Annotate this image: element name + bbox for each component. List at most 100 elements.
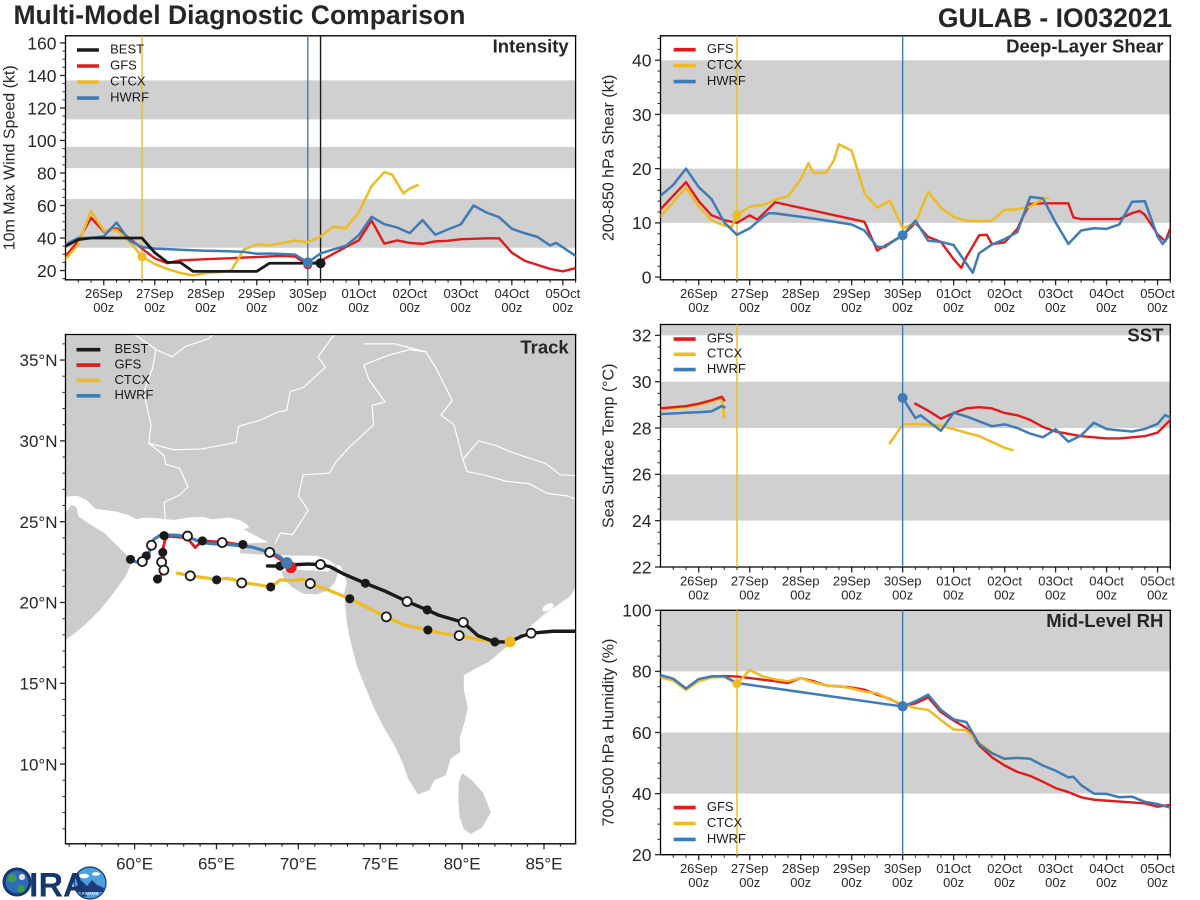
svg-text:00z: 00z — [841, 875, 862, 890]
svg-text:BEST: BEST — [115, 341, 149, 356]
svg-text:30Sep: 30Sep — [884, 286, 922, 301]
svg-text:HWRF: HWRF — [707, 361, 746, 376]
svg-text:GFS: GFS — [707, 799, 734, 814]
svg-text:65°E: 65°E — [198, 855, 235, 874]
svg-text:GFS: GFS — [707, 330, 734, 345]
svg-text:26: 26 — [632, 465, 651, 485]
svg-text:140: 140 — [27, 66, 56, 86]
svg-text:BEST: BEST — [110, 41, 144, 56]
svg-text:28: 28 — [632, 418, 651, 438]
svg-text:0: 0 — [642, 267, 652, 287]
svg-text:Multi-Model Diagnostic Compari: Multi-Model Diagnostic Comparison — [13, 0, 465, 30]
svg-text:00z: 00z — [688, 300, 709, 315]
svg-text:HWRF: HWRF — [707, 73, 746, 88]
svg-text:00z: 00z — [688, 875, 709, 890]
svg-text:05Oct: 05Oct — [1140, 573, 1175, 588]
svg-text:85°E: 85°E — [525, 855, 562, 874]
svg-text:03Oct: 03Oct — [443, 286, 478, 301]
svg-text:15°N: 15°N — [20, 674, 58, 693]
svg-text:01Oct: 01Oct — [936, 573, 971, 588]
svg-text:00z: 00z — [892, 587, 913, 602]
svg-text:RAMMB: RAMMB — [82, 891, 99, 896]
svg-text:04Oct: 04Oct — [494, 286, 529, 301]
svg-text:700-500 hPa Humidity (%): 700-500 hPa Humidity (%) — [601, 639, 618, 827]
svg-text:00z: 00z — [841, 587, 862, 602]
svg-text:00z: 00z — [790, 300, 811, 315]
svg-text:28Sep: 28Sep — [782, 861, 820, 876]
svg-text:35°N: 35°N — [20, 351, 58, 370]
svg-text:CTCX: CTCX — [707, 346, 743, 361]
svg-text:04Oct: 04Oct — [1089, 861, 1124, 876]
svg-text:Intensity: Intensity — [493, 36, 570, 57]
svg-text:01Oct: 01Oct — [936, 286, 971, 301]
svg-text:IRA: IRA — [29, 866, 88, 900]
svg-text:00z: 00z — [246, 300, 267, 315]
svg-text:05Oct: 05Oct — [1140, 861, 1175, 876]
svg-text:40: 40 — [632, 784, 652, 804]
svg-text:00z: 00z — [348, 300, 369, 315]
svg-text:CTCX: CTCX — [110, 73, 146, 88]
svg-text:03Oct: 03Oct — [1038, 286, 1073, 301]
svg-text:00z: 00z — [195, 300, 216, 315]
svg-text:30: 30 — [632, 372, 652, 392]
svg-text:00z: 00z — [790, 587, 811, 602]
svg-text:00z: 00z — [1045, 300, 1066, 315]
svg-text:00z: 00z — [399, 300, 420, 315]
svg-text:40: 40 — [37, 228, 57, 248]
svg-text:Mid-Level RH: Mid-Level RH — [1046, 610, 1163, 631]
svg-text:26Sep: 26Sep — [680, 286, 718, 301]
svg-text:00z: 00z — [943, 300, 964, 315]
svg-text:GFS: GFS — [110, 57, 137, 72]
svg-text:30°N: 30°N — [20, 432, 58, 451]
svg-text:29Sep: 29Sep — [833, 573, 871, 588]
svg-text:60°E: 60°E — [116, 855, 153, 874]
svg-text:Track: Track — [520, 336, 569, 357]
svg-text:00z: 00z — [1147, 587, 1168, 602]
svg-text:20: 20 — [632, 159, 652, 179]
svg-text:60: 60 — [632, 723, 652, 743]
svg-text:30: 30 — [632, 105, 652, 125]
svg-text:05Oct: 05Oct — [546, 286, 581, 301]
svg-text:HWRF: HWRF — [707, 831, 746, 846]
svg-text:00z: 00z — [841, 300, 862, 315]
svg-text:04Oct: 04Oct — [1089, 286, 1124, 301]
svg-text:Deep-Layer Shear: Deep-Layer Shear — [1006, 36, 1163, 57]
svg-text:200-850 hPa Shear (kt): 200-850 hPa Shear (kt) — [601, 75, 618, 241]
svg-text:70°E: 70°E — [280, 855, 317, 874]
svg-text:29Sep: 29Sep — [833, 286, 871, 301]
svg-text:27Sep: 27Sep — [136, 286, 174, 301]
svg-text:00z: 00z — [93, 300, 114, 315]
svg-text:02Oct: 02Oct — [987, 573, 1022, 588]
svg-text:00z: 00z — [943, 875, 964, 890]
svg-text:28Sep: 28Sep — [782, 573, 820, 588]
svg-text:00z: 00z — [1045, 587, 1066, 602]
svg-text:10°N: 10°N — [20, 755, 58, 774]
svg-text:40: 40 — [632, 51, 652, 71]
svg-text:SST: SST — [1127, 324, 1164, 345]
svg-text:00z: 00z — [297, 300, 318, 315]
svg-text:20: 20 — [632, 845, 652, 865]
svg-text:27Sep: 27Sep — [731, 286, 769, 301]
svg-text:00z: 00z — [144, 300, 165, 315]
svg-text:00z: 00z — [1096, 587, 1117, 602]
svg-text:04Oct: 04Oct — [1089, 573, 1124, 588]
svg-text:60: 60 — [37, 196, 57, 216]
svg-text:00z: 00z — [739, 587, 760, 602]
svg-text:00z: 00z — [790, 875, 811, 890]
svg-text:80°E: 80°E — [444, 855, 481, 874]
svg-text:75°E: 75°E — [362, 855, 399, 874]
svg-text:80: 80 — [37, 163, 57, 183]
svg-text:22: 22 — [632, 557, 651, 577]
svg-text:20°N: 20°N — [20, 594, 58, 613]
svg-text:02Oct: 02Oct — [392, 286, 427, 301]
svg-text:30Sep: 30Sep — [884, 861, 922, 876]
svg-text:03Oct: 03Oct — [1038, 573, 1073, 588]
svg-text:160: 160 — [27, 33, 56, 53]
svg-text:24: 24 — [632, 511, 652, 531]
svg-text:GFS: GFS — [707, 41, 734, 56]
svg-text:00z: 00z — [501, 300, 522, 315]
svg-text:CTCX: CTCX — [707, 57, 743, 72]
svg-text:00z: 00z — [450, 300, 471, 315]
svg-text:28Sep: 28Sep — [782, 286, 820, 301]
svg-text:30Sep: 30Sep — [289, 286, 327, 301]
